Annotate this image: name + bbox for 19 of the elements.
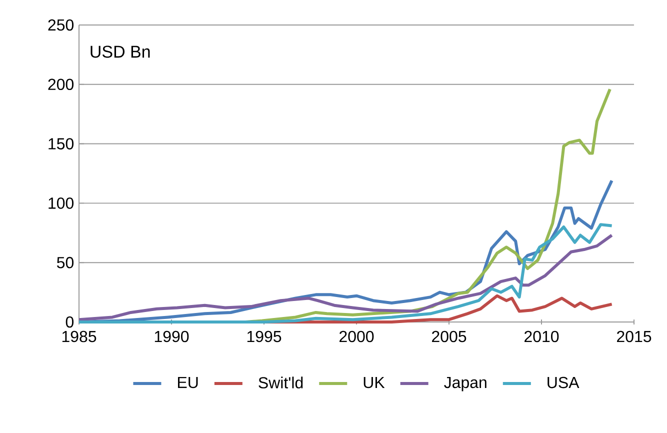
legend-label: Swit'ld — [258, 376, 303, 388]
x-tick-label: 1985 — [62, 330, 96, 342]
x-tick-label: 2000 — [340, 330, 374, 342]
y-tick-label: 200 — [48, 78, 74, 90]
legend-label: Japan — [444, 376, 486, 392]
x-tick-label: 1990 — [154, 330, 189, 342]
legend-label: USA — [548, 376, 580, 388]
y-tick-label: 100 — [48, 198, 74, 209]
annotation: USD Bn — [90, 46, 150, 58]
y-tick-label: 50 — [56, 256, 74, 268]
y-tick-label: 0 — [66, 316, 74, 328]
legend-label: UK — [364, 376, 385, 388]
y-tick-label: 250 — [48, 19, 74, 31]
x-tick-label: 1995 — [247, 330, 282, 342]
x-tick-label: 2005 — [432, 330, 466, 342]
x-tick-label: 2015 — [617, 330, 652, 342]
x-tick-label: 2010 — [524, 330, 559, 342]
y-tick-label: 150 — [48, 138, 74, 150]
legend-label: EU — [178, 376, 198, 388]
